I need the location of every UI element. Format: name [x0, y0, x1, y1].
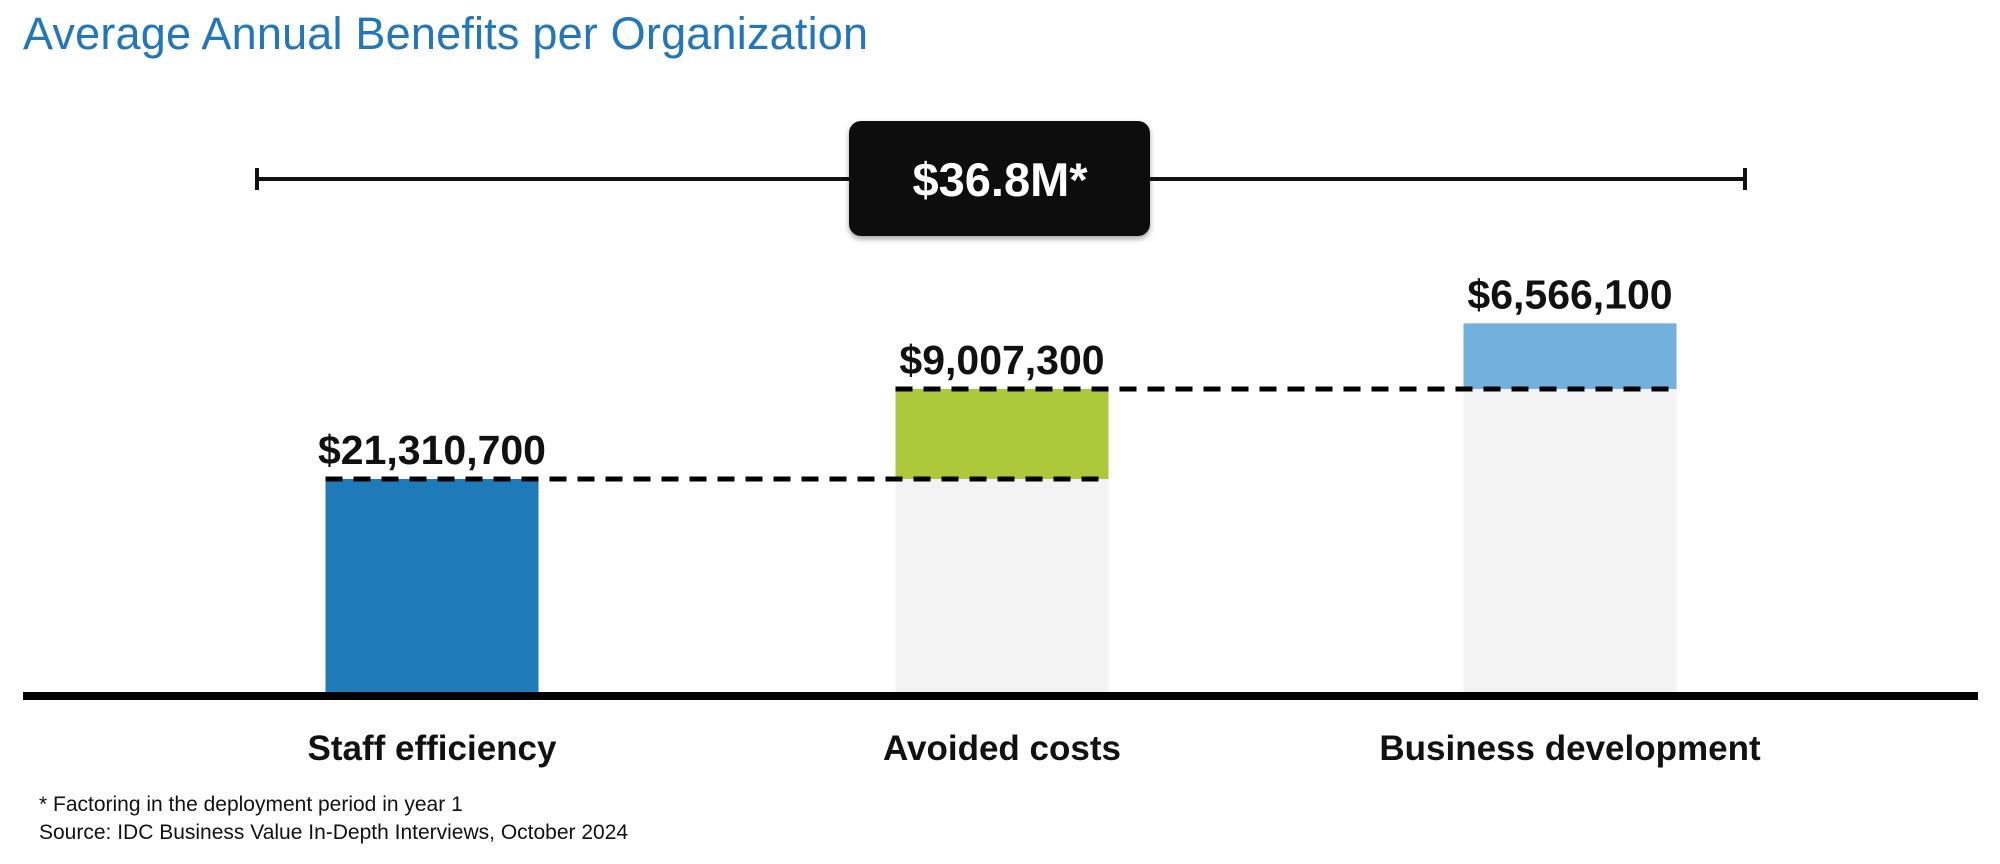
x-axis	[23, 692, 1978, 700]
total-bracket: $36.8M*	[255, 121, 1747, 236]
asterisk-footnote: * Factoring in the deployment period in …	[39, 793, 463, 816]
category-label-avoided-costs: Avoided costs	[883, 729, 1121, 768]
value-label-avoided-costs: $9,007,300	[899, 337, 1104, 383]
connector-lines	[325, 386, 1677, 482]
source-note: Source: IDC Business Value In-Depth Inte…	[39, 821, 629, 844]
bar-base-business-development	[1463, 388, 1677, 692]
value-labels: $21,310,700 Staff efficiency $9,007,300 Avo…	[308, 271, 1761, 768]
bar-base-avoided-costs	[895, 479, 1109, 692]
total-label: $36.8M*	[912, 153, 1088, 206]
value-label-staff-efficiency: $21,310,700	[318, 427, 546, 473]
value-label-business-development: $6,566,100	[1467, 271, 1672, 317]
footnotes: * Factoring in the deployment period in …	[39, 791, 628, 847]
x-axis-line	[23, 692, 1978, 700]
category-label-business-development: Business development	[1379, 729, 1761, 768]
bars	[325, 323, 1677, 692]
bar-business-development	[1463, 323, 1677, 389]
bar-avoided-costs	[895, 388, 1109, 479]
bar-staff-efficiency	[325, 479, 539, 692]
total-badge	[849, 121, 1150, 236]
category-label-staff-efficiency: Staff efficiency	[308, 729, 557, 768]
chart-title: Average Annual Benefits per Organization	[23, 8, 869, 59]
